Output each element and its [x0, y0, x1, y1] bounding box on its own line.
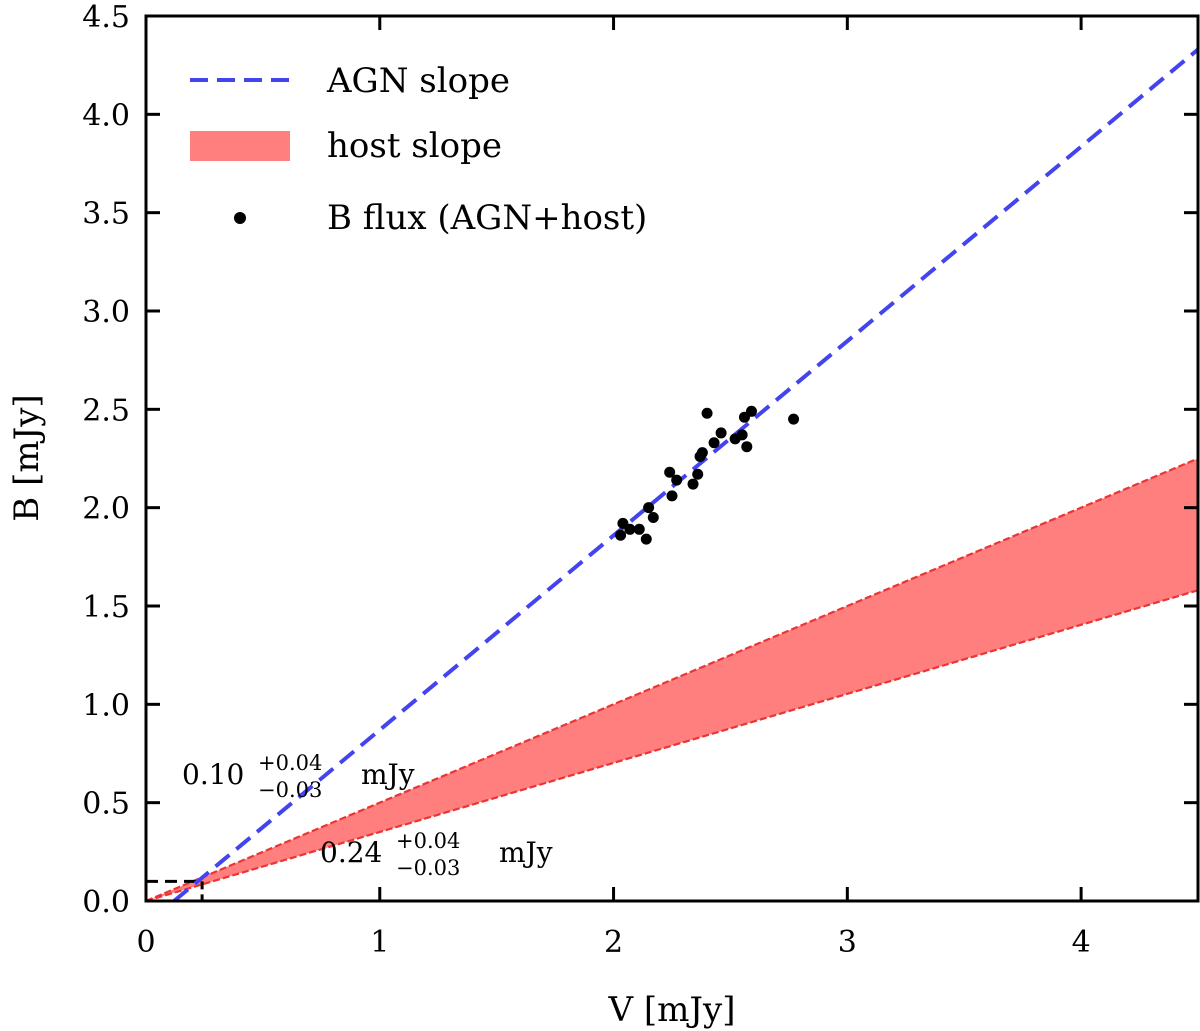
annotation-host-flux: 0.10 +0.04 −0.03 mJy: [182, 751, 415, 802]
b-flux-point: [643, 502, 655, 514]
y-tick-label: 3.0: [82, 295, 130, 330]
b-flux-point: [666, 490, 678, 502]
legend-b-flux-label: B flux (AGN+host): [327, 198, 647, 238]
x-tick-label: 0: [136, 925, 155, 960]
y-tick-label: 2.5: [82, 393, 130, 428]
b-flux-point: [741, 441, 753, 453]
annotation-host-flux-value: 0.10: [182, 758, 244, 791]
b-flux-point: [708, 437, 720, 449]
host-slope-upper-edge: [146, 457, 1198, 901]
y-axis-label: B [mJy]: [7, 394, 47, 521]
annotation-host-flux-unit: mJy: [361, 758, 415, 791]
plot-area: [146, 47, 1198, 901]
b-flux-point: [696, 447, 708, 459]
x-tick-label: 2: [604, 925, 623, 960]
annotation-intersection-value: 0.24: [320, 836, 382, 869]
y-tick-label: 0.0: [82, 885, 130, 920]
annotation-intersection-unit: mJy: [499, 836, 553, 869]
x-tick-label: 4: [1072, 925, 1091, 960]
b-flux-point: [687, 478, 699, 490]
b-flux-point: [671, 474, 683, 486]
host-slope-lower-edge: [146, 589, 1198, 901]
b-flux-point: [715, 427, 727, 439]
agn-slope-line: [172, 47, 1198, 901]
y-tick-label: 2.0: [82, 492, 130, 527]
b-flux-point: [701, 407, 713, 419]
annotation-intersection-lower-error: −0.03: [396, 856, 460, 880]
b-flux-point: [640, 533, 652, 545]
x-tick-label: 1: [370, 925, 389, 960]
legend-host-slope-label: host slope: [327, 126, 502, 166]
b-flux-point: [692, 468, 704, 480]
b-flux-point: [633, 523, 645, 535]
x-tick-labels: 0 1 2 3 4: [136, 925, 1090, 960]
legend-agn-slope-label: AGN slope: [326, 61, 510, 101]
plot-frame: [144, 14, 1200, 903]
b-flux-points: [615, 405, 800, 545]
y-tick-label: 1.5: [82, 590, 130, 625]
b-flux-point: [736, 429, 748, 441]
annotation-intersection-upper-error: +0.04: [396, 829, 460, 853]
b-flux-point: [624, 523, 636, 535]
y-tick-label: 4.5: [82, 0, 130, 35]
y-tick-label: 3.5: [82, 197, 130, 232]
x-axis-label: V [mJy]: [608, 990, 736, 1030]
b-flux-point: [745, 405, 757, 417]
b-flux-point: [664, 466, 676, 478]
legend: AGN slope host slope B flux (AGN+host): [190, 61, 647, 238]
y-tick-labels: 0.0 0.5 1.0 1.5 2.0 2.5 3.0 3.5 4.0 4.5: [82, 0, 130, 920]
annotation-host-flux-lower-error: −0.03: [258, 778, 322, 802]
y-tick-label: 0.5: [82, 787, 130, 822]
b-flux-point: [788, 413, 800, 425]
y-tick-label: 4.0: [82, 98, 130, 133]
annotation-host-flux-upper-error: +0.04: [258, 751, 322, 775]
legend-host-slope-swatch: [190, 131, 290, 161]
x-tick-label: 3: [838, 925, 857, 960]
y-tick-label: 1.0: [82, 688, 130, 723]
b-flux-point: [615, 529, 627, 541]
legend-b-flux-marker: [234, 212, 246, 224]
b-flux-point: [647, 512, 659, 523]
annotation-intersection: 0.24 +0.04 −0.03 mJy: [320, 829, 553, 880]
